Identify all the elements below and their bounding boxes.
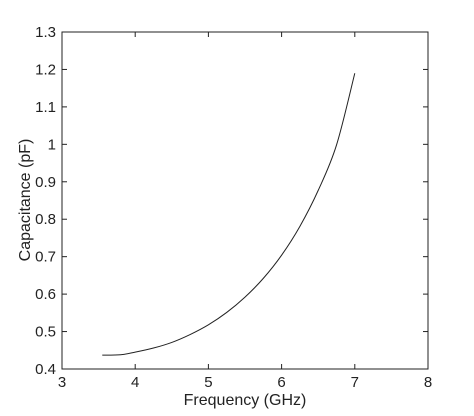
y-tick-label: 0.8 — [35, 211, 56, 228]
y-tick-label: 0.9 — [35, 174, 56, 191]
y-tick-label: 0.4 — [35, 361, 56, 378]
x-tick-label: 5 — [204, 374, 212, 391]
y-tick-label: 1.3 — [35, 24, 56, 41]
y-tick-label: 0.5 — [35, 324, 56, 341]
x-tick-label: 7 — [351, 374, 359, 391]
ticks-layer — [61, 31, 429, 370]
series-layer — [102, 73, 356, 356]
x-tick-label: 3 — [58, 374, 66, 391]
plot-frame — [61, 31, 429, 370]
y-tick-label: 1 — [48, 136, 56, 153]
x-tick-label: 8 — [424, 374, 432, 391]
y-tick-label: 0.7 — [35, 249, 56, 266]
x-axis-label: Frequency (GHz) — [184, 392, 307, 409]
y-tick-label: 1.1 — [35, 99, 56, 116]
x-tick-label: 4 — [131, 374, 139, 391]
y-tick-label: 0.6 — [35, 286, 56, 303]
y-axis-label: Capacitance (pF) — [17, 139, 34, 262]
y-tick-label: 1.2 — [35, 61, 56, 78]
tick-labels-layer: 3 4 5 6 7 8 0.4 0.5 0.6 0.7 0.8 0.9 1 1.1 1.2 1.3 — [35, 24, 432, 391]
x-tick-label: 6 — [277, 374, 285, 391]
series-line-0 — [102, 73, 356, 356]
